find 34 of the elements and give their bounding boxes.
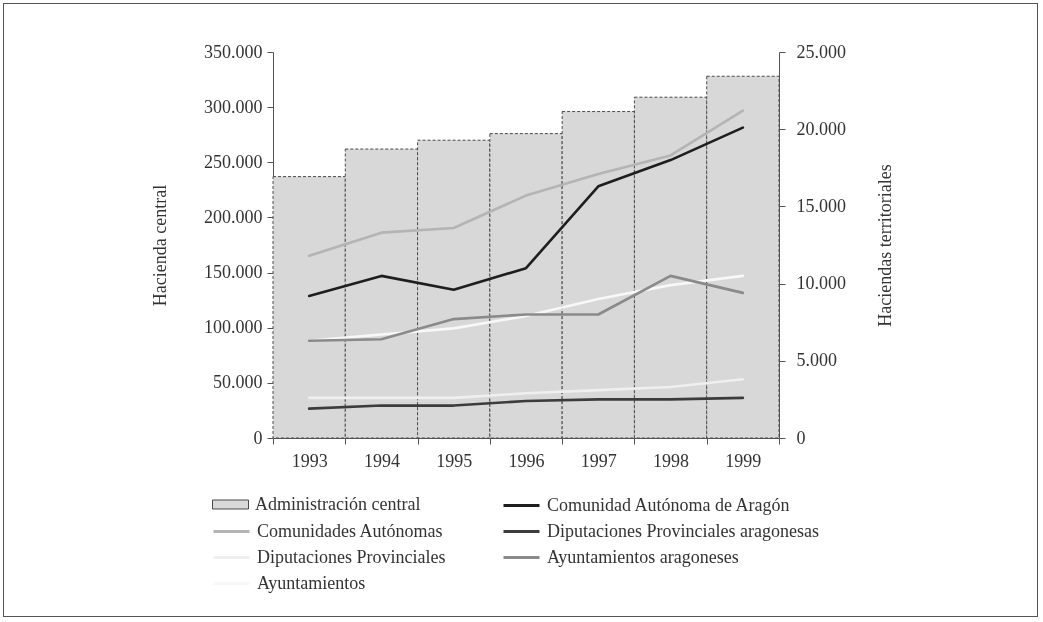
line-series	[307, 378, 745, 400]
x-tick-label: 1996	[508, 450, 545, 471]
legend-label: Comunidad Autónoma de Aragón	[547, 494, 790, 515]
y2-tick-label: 25.000	[796, 41, 846, 62]
legend-label: Diputaciones Provinciales aragonesas	[547, 520, 819, 541]
line-series	[307, 396, 745, 410]
y2-tick-label: 0	[796, 427, 806, 448]
line-series	[307, 109, 745, 258]
legend-label: Administración central	[255, 493, 421, 514]
legend-label: Ayuntamientos aragoneses	[547, 546, 739, 567]
y2-tick-label: 10.000	[796, 273, 846, 294]
y-tick-label: 300.000	[204, 96, 263, 117]
y-tick-label: 50.000	[213, 372, 263, 393]
y-axis-title: Hacienda central	[150, 184, 170, 307]
x-tick-label: 1998	[653, 450, 690, 471]
x-tick-label: 1995	[436, 450, 473, 471]
legend-label: Diputaciones Provinciales	[257, 546, 446, 567]
y-tick-label: 0	[253, 427, 263, 448]
y2-tick-label: 5.000	[796, 350, 837, 371]
x-tick-label: 1997	[580, 450, 617, 471]
x-tick-label: 1993	[291, 450, 328, 471]
y-tick-label: 150.000	[204, 262, 263, 283]
y2-tick-label: 15.000	[796, 195, 846, 216]
y-tick-label: 250.000	[204, 151, 263, 172]
y-tick-label: 100.000	[204, 317, 263, 338]
y2-axis-title: Haciendas territoriales	[875, 164, 895, 327]
x-tick-label: 1999	[725, 450, 762, 471]
legend-label: Ayuntamientos	[257, 572, 366, 593]
legend-label: Comunidades Autónomas	[257, 520, 443, 541]
y-tick-label: 350.000	[204, 41, 263, 62]
y-tick-label: 200.000	[204, 206, 263, 227]
y2-tick-label: 20.000	[796, 118, 846, 139]
line-series	[307, 126, 745, 298]
x-tick-label: 1994	[363, 450, 400, 471]
